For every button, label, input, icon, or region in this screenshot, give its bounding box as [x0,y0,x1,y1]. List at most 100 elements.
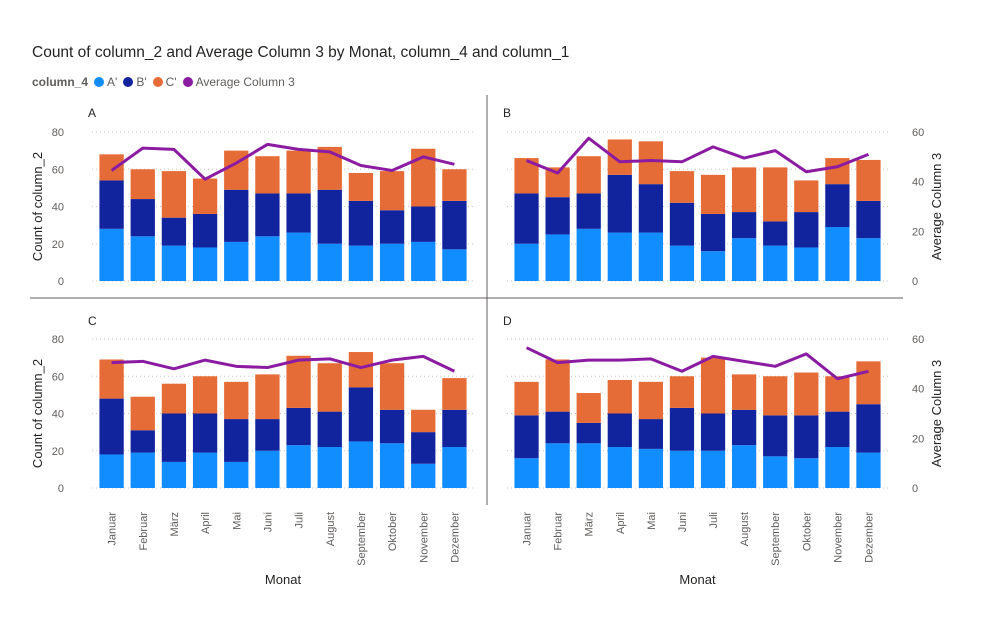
panel-c-x-tick-label: April [200,512,212,534]
panel-a-bar-dezember-a [442,249,467,281]
panel-b-bar-november-b [825,184,850,227]
panel-d-y2-tick-label: 60 [912,334,924,346]
panel-c-bar-oktober-b [379,409,405,444]
panel-c-x-tick-label: Dezember [449,512,461,563]
panel-a-y-tick-label: 60 [52,164,64,176]
panel-d-x-tick-label: November [832,512,844,563]
panel-c-bar-februar-b [130,430,155,453]
panel-b-bar-november-a [825,226,850,281]
panel-b-bar-januar-b [514,193,539,244]
panel-c-bar-dezember-a [442,447,467,488]
panel-c-y-tick-label: 40 [52,409,64,421]
panel-d-bar-januar-c [514,381,539,416]
panel-c-x-tick-label: März [169,512,181,536]
panel-d-y2-tick-label: 0 [912,483,918,495]
panel-a-bar-februar-a [130,236,155,281]
panel-d-x-tick-label: Juni [677,512,689,532]
panel-b-bar-april-a [607,232,632,281]
panel-b-y2-tick-label: 20 [912,226,924,238]
panel-d-bar-dezember-b [856,404,881,453]
panel-d-x-tick-label: Oktober [801,512,813,551]
panel-a-bar-juni-b [255,193,280,237]
panel-c-bar-februar-a [130,452,155,488]
panel-b-bar-september-c [763,167,788,222]
panel-d-x-tick-label: Juli [708,512,720,529]
panel-b-bar-dezember-c [856,159,881,201]
panel-d-bar-februar-c [545,359,570,412]
panel-a-bar-juli-a [286,232,311,281]
panel-d-y2-tick-label: 20 [912,433,924,445]
panel-d-bar-september-c [763,376,788,416]
panel-b-bar-februar-a [545,234,570,281]
panel-b-bar-juli-c [700,174,726,214]
panel-d-bar-juli-a [700,450,726,488]
panel-c-bar-juni-a [255,450,280,488]
panel-b-bar-august-b [732,212,757,239]
panel-d-bar-oktober-b [794,415,819,459]
panel-a-y-axis-title: Count of column_2 [30,152,45,261]
panel-d-x-tick-label: Februar [553,512,565,551]
legend-item-average[interactable]: Average Column 3 [182,75,295,89]
panel-c-bar-mai-a [224,461,249,488]
panel-c-x-tick-label: September [356,512,368,566]
panel-d-x-axis-title: Monat [679,572,716,587]
panel-a-bar-november-a [411,241,436,281]
panel-c-bar-april-a [192,452,218,488]
panel-c-title: C [88,314,97,328]
panel-a-y-tick-label: 20 [52,239,64,251]
panel-d-bar-juni-b [669,407,695,451]
panel-a-bar-januar-b [99,180,124,229]
panel-d-bar-januar-b [514,415,539,459]
panel-d-x-tick-label: März [584,512,596,536]
panel-d-bar-november-a [825,447,850,488]
panel-c-bar-januar-c [99,359,124,399]
panel-a-bar-oktober-b [379,210,405,244]
panel-b-bar-september-b [763,221,788,246]
panel-a-bar-februar-b [130,199,155,237]
panel-a-bar-dezember-b [442,200,467,250]
panel-c-x-axis-title: Monat [265,572,302,587]
panel-d-bar-september-a [763,456,788,488]
legend-item-c[interactable]: C' [152,75,177,89]
panel-b-title: B [503,106,511,120]
panel-b-bar-mai-a [638,232,663,281]
chart-title: Count of column_2 and Average Column 3 b… [32,44,570,61]
panel-d-bar-märz-c [576,393,601,423]
legend-item-a[interactable]: A' [94,75,117,89]
panel-d-bar-juni-c [669,376,695,408]
panel-c-x-tick-label: Januar [107,512,119,546]
panel-c-y-tick-label: 80 [52,334,64,346]
panel-b-bar-juni-b [669,202,695,246]
panel-a-bar-september-c [348,172,374,201]
legend-marker-c [152,77,163,87]
panel-a-bar-mai-a [224,241,249,281]
panel-d-bar-juli-b [700,413,726,451]
panel-c-bar-juli-b [286,407,311,446]
panel-c-bar-august-b [317,411,342,448]
panel-d-bar-oktober-c [794,372,819,416]
panel-d-x-tick-label: Dezember [863,512,875,563]
panel-c-bar-januar-a [99,454,124,488]
panel-c-bar-juni-b [255,419,280,451]
panel-a-bar-september-b [348,200,374,246]
panel-d-x-tick-label: Januar [522,512,534,546]
panel-b-y2-tick-label: 40 [912,177,924,189]
legend-marker-a [94,77,105,87]
panel-b-bar-februar-b [545,197,570,235]
panel-c-bar-juni-c [255,374,280,420]
panel-c-x-tick-label: Februar [138,512,150,551]
panel-d-y2-tick-label: 40 [912,384,924,396]
panel-d-bar-april-c [607,379,632,414]
panel-c-x-tick-label: Juni [262,512,274,532]
panel-c-y-tick-label: 0 [58,483,64,495]
panel-b-bar-juli-a [700,251,726,281]
panel-c-bar-mai-c [224,381,249,420]
panel-a-bar-oktober-a [379,243,405,281]
panel-c-bar-dezember-c [442,378,467,410]
legend-label-a: A' [107,75,118,89]
panel-c-x-tick-label: Oktober [387,512,399,551]
legend-item-b[interactable]: B' [123,75,147,89]
panel-d-x-tick-label: Mai [646,512,658,530]
panel-c-bar-november-b [411,432,436,464]
